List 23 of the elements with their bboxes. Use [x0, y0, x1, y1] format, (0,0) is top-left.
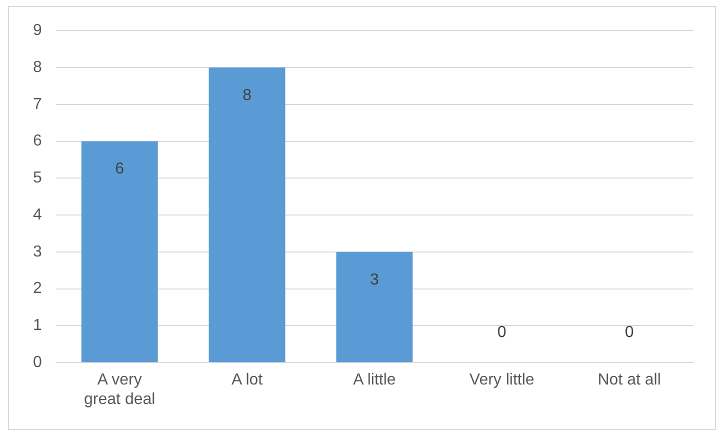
data-label: 6 — [115, 160, 124, 178]
data-label: 8 — [242, 86, 252, 104]
y-tick-label: 7 — [32, 96, 42, 113]
y-tick-label: 0 — [32, 354, 42, 372]
data-label: 3 — [370, 271, 379, 288]
x-tick-label: A very great deal — [84, 372, 156, 408]
bar — [336, 252, 413, 362]
data-label: 0 — [624, 324, 634, 342]
x-tick-label: Very little — [469, 372, 534, 389]
x-tick-label: A lot — [231, 372, 264, 389]
bar — [81, 141, 158, 362]
y-tick-label: 9 — [32, 22, 42, 40]
bar — [208, 67, 286, 362]
x-tick-label: A little — [353, 372, 396, 389]
data-label: 0 — [497, 324, 506, 342]
y-tick-label: 5 — [32, 170, 42, 187]
x-tick-label: Not at all — [598, 372, 661, 389]
y-tick-label: 2 — [32, 280, 42, 298]
y-tick-label: 1 — [32, 317, 42, 334]
y-tick-label: 3 — [32, 243, 42, 260]
y-tick-label: 4 — [32, 206, 42, 224]
y-tick-label: 8 — [32, 58, 42, 76]
y-tick-label: 6 — [32, 132, 42, 150]
